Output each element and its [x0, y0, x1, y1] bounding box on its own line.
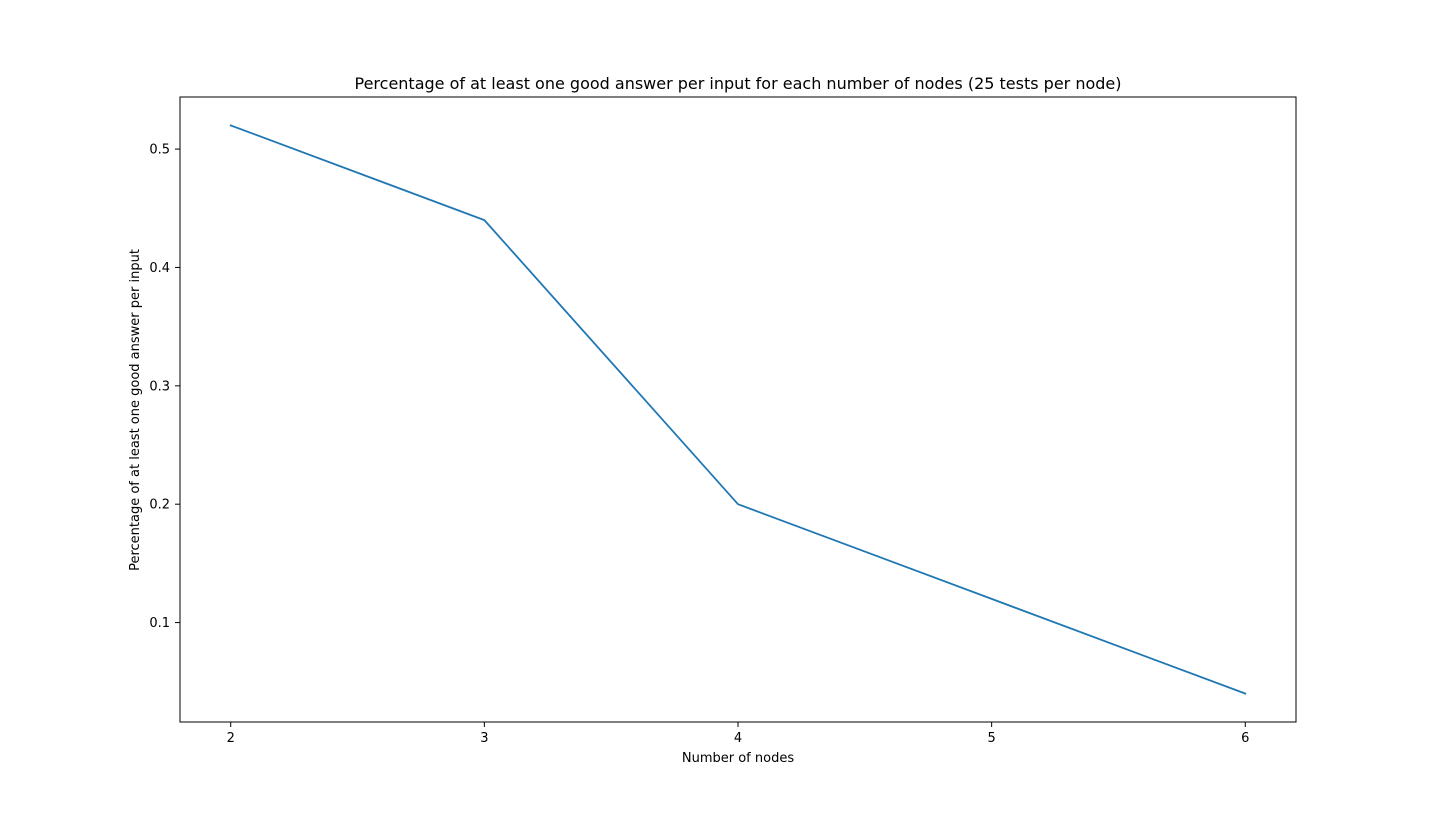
- x-tick-label: 4: [734, 731, 742, 746]
- y-tick-label: 0.2: [149, 498, 170, 513]
- y-axis-ticks: 0.1 0.2 0.3 0.4 0.5: [149, 143, 180, 631]
- x-tick-label: 6: [1241, 731, 1249, 746]
- series-layer: [229, 124, 1247, 695]
- x-tick-label: 5: [987, 731, 995, 746]
- series-line: [229, 124, 1247, 695]
- chart-title: Percentage of at least one good answer p…: [355, 74, 1122, 93]
- y-axis-label: Percentage of at least one good answer p…: [128, 249, 143, 571]
- y-tick-label: 0.1: [149, 616, 170, 631]
- y-tick-label: 0.3: [149, 379, 170, 394]
- plot-area: [180, 97, 1296, 722]
- x-tick-label: 2: [227, 731, 235, 746]
- y-tick-label: 0.5: [149, 143, 170, 158]
- x-axis-ticks: 2 3 4 5 6: [227, 722, 1249, 746]
- plot-frame: [179, 96, 1297, 723]
- y-tick-label: 0.4: [149, 261, 170, 276]
- x-axis-label: Number of nodes: [682, 751, 794, 766]
- x-tick-label: 3: [480, 731, 488, 746]
